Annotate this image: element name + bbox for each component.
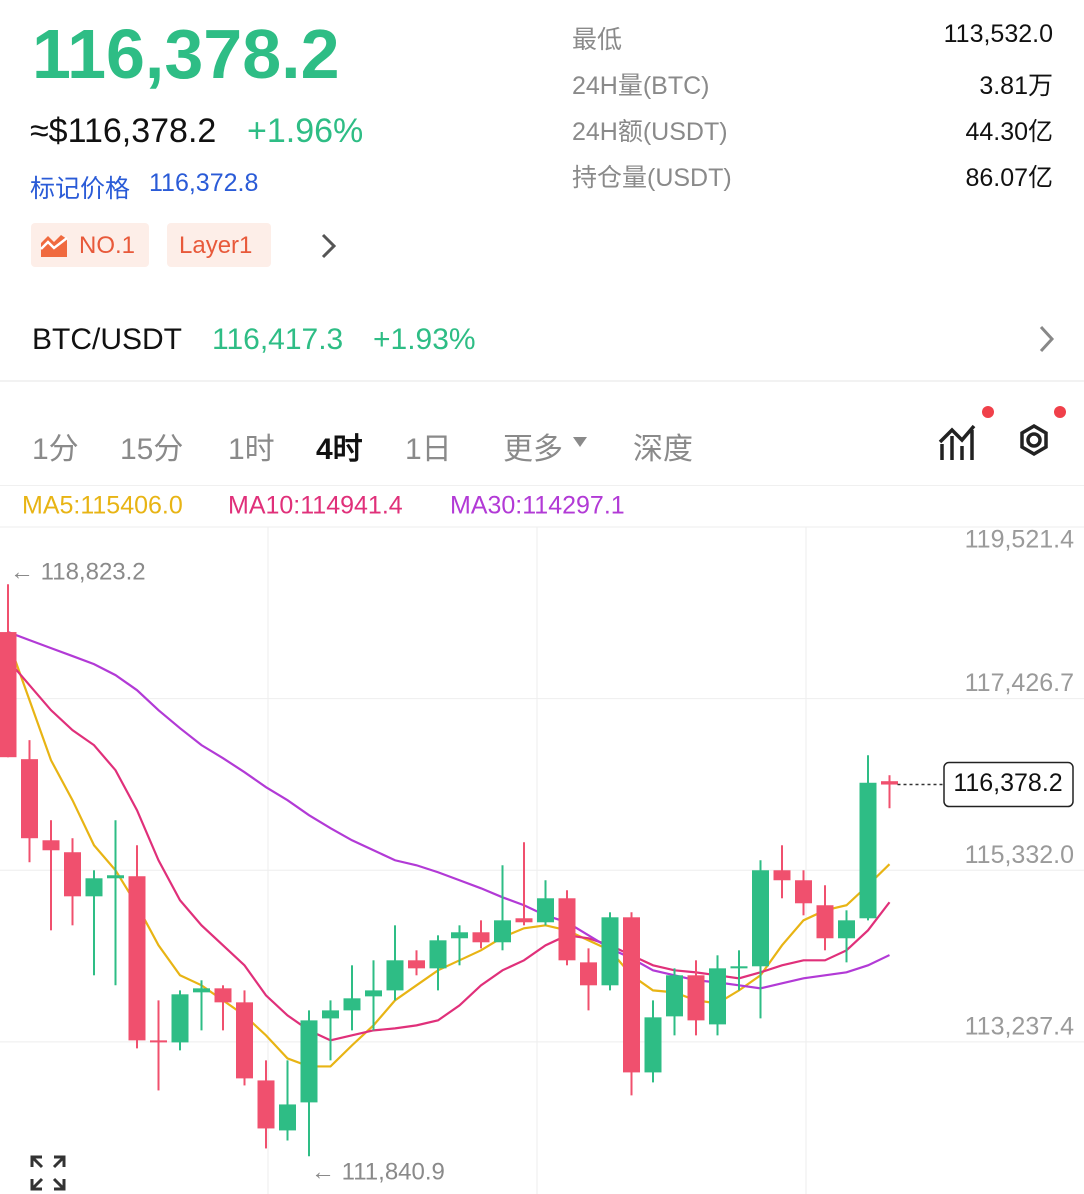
candle-body	[752, 870, 769, 967]
stat-label: 24H量(BTC)	[572, 72, 710, 100]
tag[interactable]: Layer1	[167, 223, 271, 267]
candle-body	[300, 1020, 318, 1103]
ma-line	[6, 639, 891, 1068]
candle-body	[666, 975, 683, 1017]
candle-body	[236, 1002, 253, 1079]
tag[interactable]: NO.1	[31, 223, 149, 267]
tool-icons[interactable]	[930, 400, 1070, 470]
extreme-label: ← 118,823.2	[10, 559, 146, 586]
legend-entry: MA30:114297.1	[450, 492, 625, 520]
candle-body	[687, 975, 705, 1021]
candle-body	[795, 880, 812, 904]
candle-body	[730, 966, 748, 969]
fullscreen-icon[interactable]	[30, 1155, 66, 1191]
y-tick-label: 119,521.4	[965, 526, 1074, 554]
price-change: +1.96%	[247, 112, 364, 150]
candle-body	[193, 988, 210, 993]
candle-body	[408, 960, 425, 969]
candle-body	[816, 905, 834, 939]
candle-body	[580, 962, 597, 986]
usd-price: ≈$116,378.2	[30, 112, 217, 150]
timeframe-tab[interactable]: 更多	[503, 433, 563, 466]
chevron[interactable]	[1036, 324, 1058, 354]
chevron[interactable]	[318, 232, 340, 260]
candle-body	[128, 876, 146, 1041]
legend-entry: MA5:115406.0	[22, 492, 183, 520]
stat-label: 最低	[572, 26, 623, 54]
candle-body	[386, 960, 404, 991]
last-price: 116,378.2	[32, 15, 340, 93]
candle-body	[601, 917, 619, 986]
divider	[0, 380, 1084, 382]
y-tick-label: 115,332.0	[965, 841, 1074, 869]
stat-label: 24H额(USDT)	[572, 118, 728, 146]
timeframe-tab[interactable]: 4时	[316, 433, 363, 466]
timeframe-tab[interactable]: 1日	[405, 433, 452, 466]
stat-value: 44.30亿	[965, 118, 1053, 146]
candle-body	[859, 782, 877, 919]
candle-body	[257, 1080, 275, 1129]
stat-value: 3.81万	[979, 72, 1053, 100]
candle-body	[150, 1040, 167, 1043]
tag-text: NO.1	[79, 232, 136, 259]
extreme-label: ← 111,840.9	[311, 1159, 445, 1186]
candle-body	[322, 1010, 339, 1019]
ma-line	[7, 659, 891, 1042]
candle-body	[472, 932, 490, 943]
mark-price: 116,372.8	[149, 169, 259, 197]
spot-change: +1.93%	[373, 323, 476, 356]
candle-body	[107, 875, 124, 879]
candle-body	[515, 918, 533, 923]
candle-body	[0, 632, 17, 758]
candle-body	[42, 840, 60, 851]
last-price-label: 116,378.2	[953, 769, 1062, 797]
mark-label: 标记价格	[30, 175, 131, 203]
candle-body	[451, 932, 468, 939]
stat-label: 持仓量(USDT)	[572, 164, 732, 192]
candle-body	[429, 940, 447, 969]
rank-icon	[40, 235, 68, 257]
y-tick-label: 113,237.4	[965, 1012, 1074, 1040]
candle-body	[773, 870, 791, 881]
timeframe-tab[interactable]: 深度	[633, 433, 693, 466]
timeframe-tab[interactable]: 15分	[120, 433, 184, 466]
last-price-box	[943, 761, 1074, 808]
pair[interactable]: BTC/USDT	[32, 323, 182, 356]
candle-body	[21, 759, 38, 839]
divider	[0, 485, 1084, 486]
candle-body	[838, 920, 855, 939]
candle-body	[343, 998, 361, 1011]
candle-body	[279, 1104, 296, 1131]
candle-body	[214, 988, 232, 1003]
stat-value: 86.07亿	[965, 164, 1053, 192]
candle-body	[365, 990, 382, 997]
candle-body	[644, 1017, 662, 1073]
candle-body	[85, 878, 103, 897]
candle-body	[881, 781, 898, 785]
ma-line	[7, 631, 890, 990]
candle-body	[558, 898, 576, 961]
timeframe-tab[interactable]: 1时	[228, 433, 275, 466]
y-tick-label: 117,426.7	[965, 669, 1074, 697]
candle-body	[171, 994, 189, 1043]
dropdown-caret	[573, 437, 587, 447]
candle-body	[494, 920, 511, 943]
tag-text: Layer1	[179, 232, 253, 259]
candle-body	[623, 917, 640, 1073]
candle-body	[64, 852, 81, 897]
spot-price: 116,417.3	[212, 323, 344, 356]
legend-entry: MA10:114941.4	[228, 492, 403, 520]
stat-value: 113,532.0	[943, 20, 1053, 48]
candle-body	[537, 898, 554, 923]
timeframe-tab[interactable]: 1分	[32, 433, 79, 466]
candle-body	[709, 968, 726, 1025]
